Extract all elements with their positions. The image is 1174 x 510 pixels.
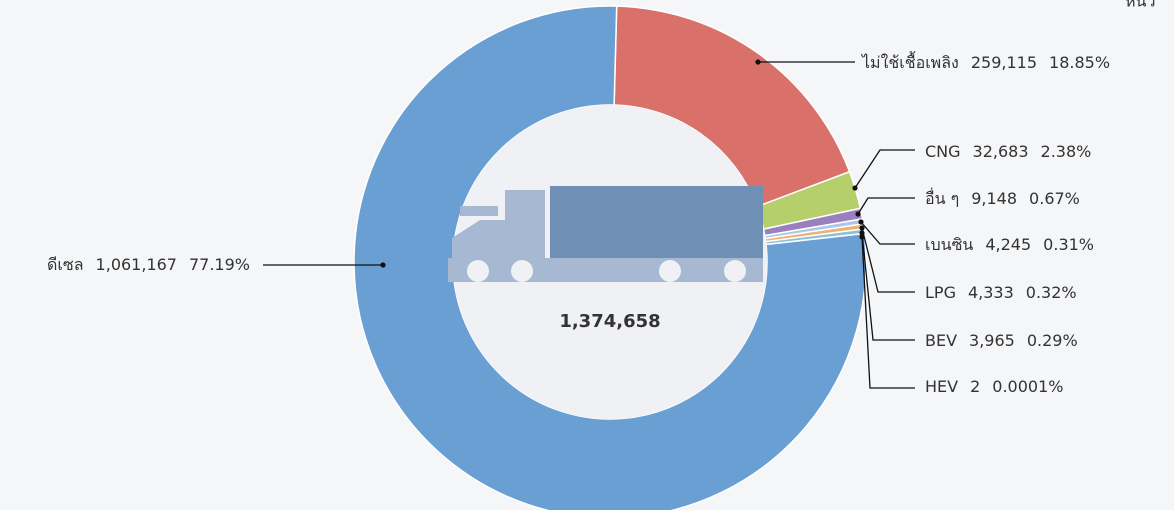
leader-dot <box>855 211 861 217</box>
label-name: ไม่ใช้เชื้อเพลิง <box>860 51 959 72</box>
truck-icon <box>448 186 763 282</box>
data-label: BEV 3,965 0.29% <box>925 331 1078 350</box>
label-percent: 0.0001% <box>992 377 1063 396</box>
label-name: LPG <box>925 283 956 302</box>
label-value: 259,115 <box>971 53 1037 72</box>
label-name: HEV <box>925 377 958 396</box>
leader-line <box>854 149 915 189</box>
data-label: CNG 32,683 2.38% <box>925 142 1091 161</box>
label-value: 9,148 <box>971 189 1017 208</box>
label-value: 32,683 <box>973 142 1029 161</box>
data-label: HEV 2 0.0001% <box>925 377 1063 396</box>
data-label: เบนซิน 4,245 0.31% <box>925 235 1094 254</box>
leader-line <box>861 236 915 389</box>
leader-line <box>857 197 915 215</box>
leader-dot <box>858 219 864 225</box>
data-label: LPG 4,333 0.32% <box>925 283 1077 302</box>
label-name: อื่น ๆ <box>925 187 959 208</box>
label-percent: 0.29% <box>1027 331 1078 350</box>
label-percent: 0.67% <box>1029 189 1080 208</box>
label-name: ดีเซล <box>47 255 84 274</box>
leader-dot <box>852 185 858 191</box>
label-name: BEV <box>925 331 957 350</box>
data-label: อื่น ๆ 9,148 0.67% <box>925 187 1080 208</box>
leader-line <box>860 221 915 245</box>
unit-note: หน่ว <box>1125 0 1155 11</box>
label-value: 1,061,167 <box>96 255 177 274</box>
total-label: 1,374,658 <box>559 311 660 332</box>
data-label: ดีเซล 1,061,167 77.19% <box>47 255 250 274</box>
leader-line <box>861 232 915 341</box>
donut <box>353 5 867 510</box>
label-name: เบนซิน <box>925 235 973 254</box>
label-percent: 0.31% <box>1043 235 1094 254</box>
label-percent: 0.32% <box>1026 283 1077 302</box>
leader-dot <box>859 230 865 236</box>
label-name: CNG <box>925 142 961 161</box>
label-percent: 77.19% <box>189 255 250 274</box>
data-label: ไม่ใช้เชื้อเพลิง 259,115 18.85% <box>860 51 1110 72</box>
label-percent: 18.85% <box>1049 53 1110 72</box>
label-value: 3,965 <box>969 331 1015 350</box>
label-value: 4,333 <box>968 283 1014 302</box>
leader-dot <box>859 225 865 231</box>
leader-line <box>861 227 915 293</box>
label-percent: 2.38% <box>1041 142 1092 161</box>
label-value: 4,245 <box>985 235 1031 254</box>
leader-dot <box>859 234 865 240</box>
label-value: 2 <box>970 377 980 396</box>
leader-dot <box>380 262 386 268</box>
leader-dot <box>755 59 761 65</box>
